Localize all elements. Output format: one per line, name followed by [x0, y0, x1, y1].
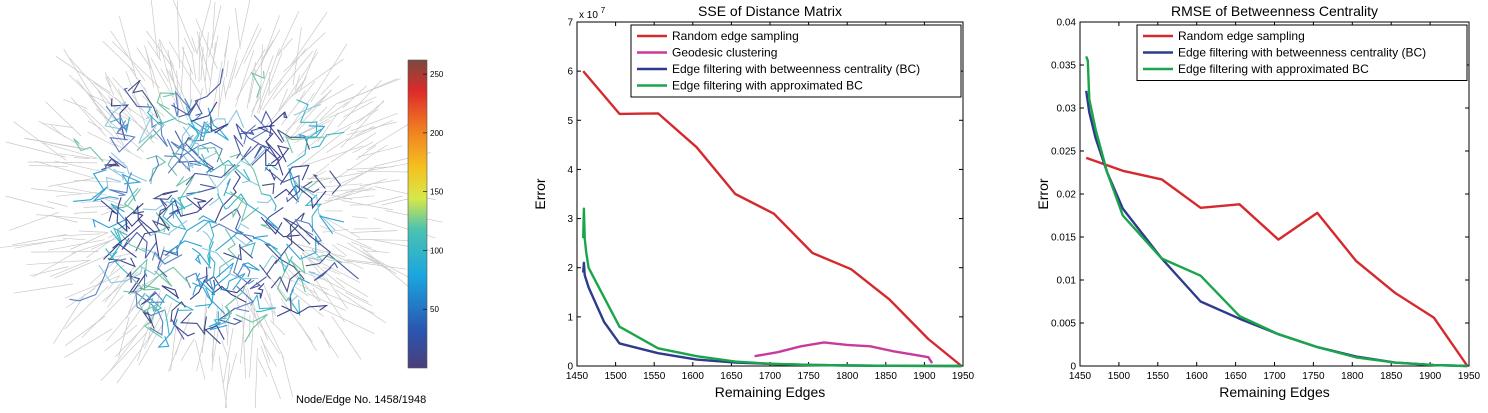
y-tick-label: 1 — [567, 312, 573, 323]
legend-entry: Edge filtering with approximated BC — [672, 79, 863, 93]
network-graph: 50 100 150 200 250 — [0, 0, 480, 408]
series-line-2 — [755, 342, 933, 363]
y-tick-label: 3 — [567, 214, 573, 225]
graph-periphery-edges — [0, 0, 443, 408]
legend-entry: Random edge sampling — [672, 29, 799, 43]
colorbar — [408, 60, 427, 368]
x-tick-label: 1500 — [1108, 371, 1131, 382]
x-tick-label: 1450 — [566, 371, 589, 382]
y-axis-label: Error — [1035, 178, 1051, 209]
y-tick-label: 0.035 — [1051, 61, 1076, 72]
rmse-betweenness-chart: RMSE of Betweenness Centrality 1450 1500 15… — [1010, 0, 1488, 408]
legend-entry: Edge filtering with betweenness centrali… — [1178, 46, 1426, 60]
y-tick-label: 0.015 — [1051, 233, 1076, 244]
chart-title: RMSE of Betweenness Centrality — [1171, 3, 1378, 19]
y-tick-label: 0 — [1070, 362, 1076, 373]
legend-entry: Edge filtering with betweenness centrali… — [672, 62, 920, 76]
x-tick-label: 1600 — [682, 371, 705, 382]
y-tick-label: 0.01 — [1057, 276, 1077, 287]
graph-visualization-panel: 50 100 150 200 250 Node/Edge No. 1458/1948 — [0, 0, 480, 408]
x-tick-label: 1700 — [1263, 371, 1286, 382]
y-tick-label: 0.04 — [1057, 18, 1077, 29]
x-axis-label: Remaining Edges — [715, 384, 826, 400]
x-tick-label: 1650 — [720, 371, 743, 382]
colorbar-tick-label: 100 — [430, 246, 444, 255]
colorbar-tick-label: 250 — [430, 70, 444, 79]
x-axis-label: Remaining Edges — [1219, 384, 1330, 400]
colorbar-tick-label: 150 — [430, 188, 444, 197]
legend-entry: Random edge sampling — [1178, 29, 1305, 43]
x-tick-label: 1800 — [1341, 371, 1364, 382]
x-tick-label: 1950 — [952, 371, 975, 382]
legend-entry: Edge filtering with approximated BC — [1178, 62, 1369, 76]
rmse-chart-panel: RMSE of Betweenness Centrality 1450 1500 15… — [1010, 0, 1488, 408]
y-tick-label: 2 — [567, 263, 573, 274]
x-tick-label: 1500 — [604, 371, 627, 382]
colorbar-tick-label: 200 — [430, 129, 444, 138]
x-tick-label: 1850 — [875, 371, 898, 382]
series-line-2 — [1086, 91, 1467, 366]
y-tick-label: 4 — [567, 165, 573, 176]
x-tick-label: 1900 — [913, 371, 936, 382]
x-tick-label: 1950 — [1458, 371, 1481, 382]
graph-caption: Node/Edge No. 1458/1948 — [296, 394, 426, 406]
y-tick-label: 0.03 — [1057, 104, 1077, 115]
x-tick-label: 1750 — [1302, 371, 1325, 382]
x-tick-label: 1650 — [1224, 371, 1247, 382]
series-line-3 — [1086, 56, 1467, 366]
y-tick-label: 6 — [567, 67, 573, 78]
y-tick-label: 0.02 — [1057, 190, 1077, 201]
x-tick-label: 1450 — [1069, 371, 1092, 382]
x-tick-label: 1800 — [836, 371, 859, 382]
series-line-1 — [583, 71, 961, 366]
y-axis-multiplier: x 10 7 — [579, 6, 606, 21]
y-axis-label: Error — [532, 178, 548, 209]
graph-core-edges — [69, 69, 358, 348]
x-tick-label: 1600 — [1186, 371, 1209, 382]
x-tick-label: 1700 — [759, 371, 782, 382]
x-tick-label: 1550 — [643, 371, 666, 382]
y-axis-exponent: 7 — [601, 6, 606, 15]
x-tick-label: 1750 — [797, 371, 820, 382]
y-tick-label: 0 — [567, 362, 573, 373]
y-tick-label: 5 — [567, 116, 573, 127]
chart-title: SSE of Distance Matrix — [698, 3, 842, 19]
colorbar-tick-label: 50 — [430, 305, 439, 314]
x-tick-label: 1900 — [1419, 371, 1442, 382]
series-line-4 — [583, 209, 961, 366]
y-tick-label: 0.005 — [1051, 319, 1076, 330]
y-tick-label: 7 — [567, 18, 573, 29]
legend-entry: Geodesic clustering — [672, 46, 777, 60]
x-tick-label: 1550 — [1147, 371, 1170, 382]
x-tick-label: 1850 — [1380, 371, 1403, 382]
y-tick-label: 0.025 — [1051, 147, 1076, 158]
